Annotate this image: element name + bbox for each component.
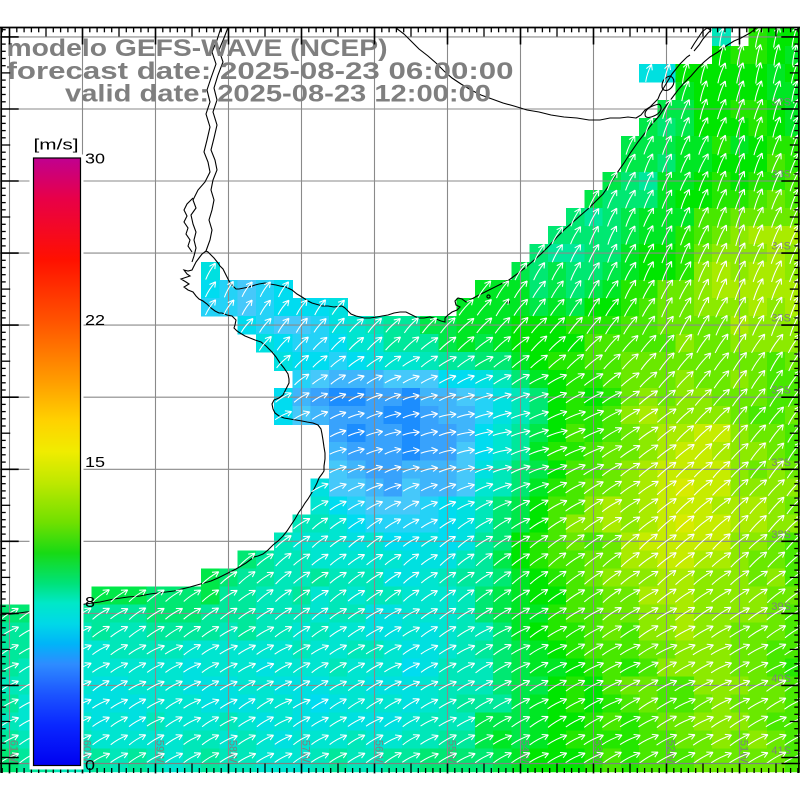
svg-text:61W: 61W bbox=[8, 740, 20, 763]
svg-text:52W: 52W bbox=[665, 740, 677, 763]
svg-text:54W: 54W bbox=[519, 740, 531, 763]
svg-text:57W: 57W bbox=[300, 740, 312, 763]
svg-text:39S: 39S bbox=[771, 601, 791, 613]
svg-text:15: 15 bbox=[85, 454, 105, 471]
svg-text:53W: 53W bbox=[592, 740, 604, 763]
svg-text:40S: 40S bbox=[771, 673, 791, 685]
svg-text:forecast date: 2025-08-23 06:0: forecast date: 2025-08-23 06:00:00 bbox=[7, 58, 514, 85]
svg-text:22: 22 bbox=[85, 312, 105, 329]
svg-text:41S: 41S bbox=[771, 745, 791, 757]
svg-text:59W: 59W bbox=[154, 740, 166, 763]
svg-text:51W: 51W bbox=[738, 740, 750, 763]
svg-text:modelo GEFS-WAVE (NCEP): modelo GEFS-WAVE (NCEP) bbox=[7, 35, 388, 62]
svg-text:58W: 58W bbox=[227, 740, 239, 763]
svg-text:30: 30 bbox=[85, 151, 105, 168]
svg-text:56W: 56W bbox=[373, 740, 385, 763]
svg-text:32S: 32S bbox=[771, 97, 791, 109]
svg-text:55W: 55W bbox=[446, 740, 458, 763]
svg-text:0: 0 bbox=[85, 757, 95, 774]
svg-text:[m/s]: [m/s] bbox=[34, 137, 79, 154]
svg-text:8: 8 bbox=[85, 594, 95, 611]
svg-text:valid date: 2025-08-23 12:00:0: valid date: 2025-08-23 12:00:00 bbox=[65, 80, 491, 107]
